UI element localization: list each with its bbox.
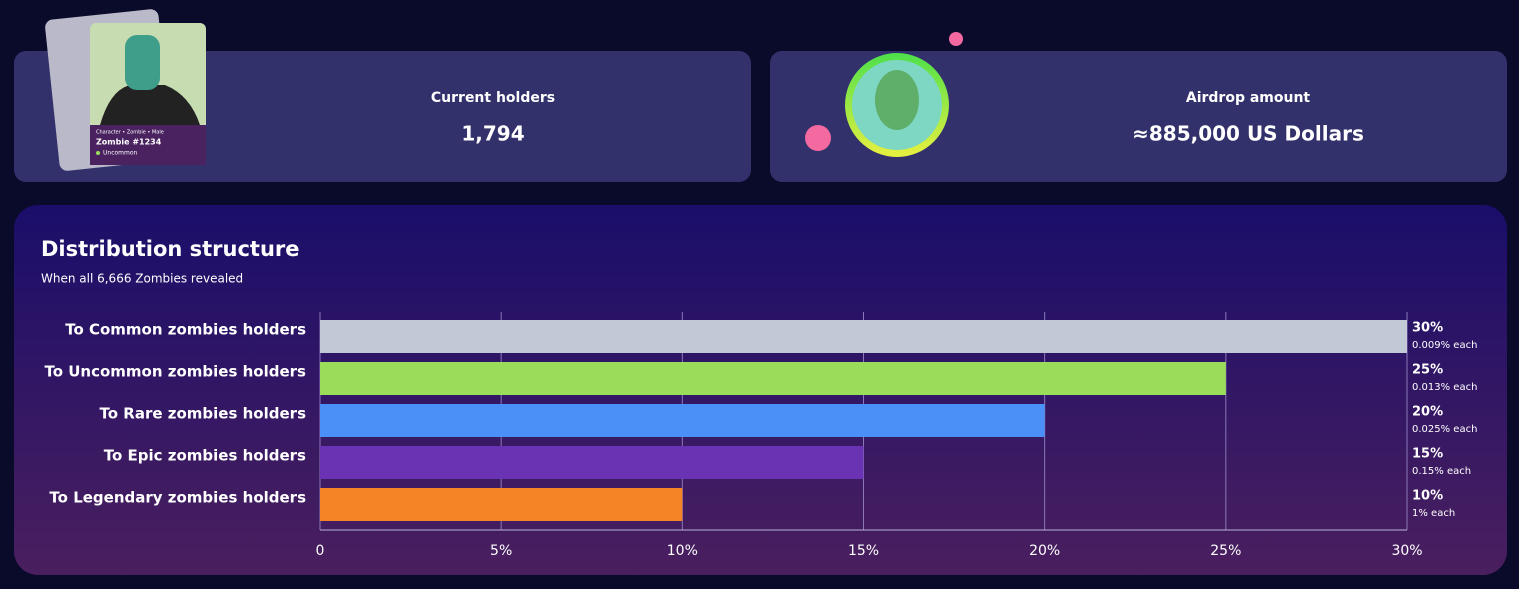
nft-meta: Character • Zombie • Male [96, 130, 164, 136]
balloon [949, 32, 963, 46]
bar [320, 488, 683, 521]
category-label: To Legendary zombies holders [49, 489, 306, 507]
rarity-dot [96, 151, 100, 155]
x-tick-label: 20% [1029, 543, 1060, 559]
nft-name: Zombie #1234 [96, 138, 162, 147]
balloon [805, 125, 831, 151]
x-tick-label: 15% [848, 543, 879, 559]
value-label: 10% [1412, 489, 1443, 504]
category-label: To Uncommon zombies holders [44, 363, 306, 381]
chart-subtitle: When all 6,666 Zombies revealed [41, 272, 243, 286]
nft-rarity: Uncommon [103, 150, 138, 157]
nft-cards: Character • Zombie • Male Zombie #1234 U… [45, 9, 206, 171]
nft-art [125, 35, 160, 90]
bar [320, 404, 1045, 437]
bar [320, 362, 1226, 395]
sub-label: 0.025% each [1412, 424, 1477, 435]
nft-art [100, 85, 200, 125]
value-label: 20% [1412, 405, 1443, 420]
bar [320, 446, 864, 479]
sub-label: 0.013% each [1412, 382, 1477, 393]
category-label: To Common zombies holders [65, 321, 306, 339]
x-tick-label: 5% [490, 543, 512, 559]
category-label: To Rare zombies holders [100, 405, 307, 423]
card-value: 1,794 [461, 122, 524, 146]
airdrop-card [770, 51, 1507, 182]
card-label: Current holders [431, 90, 555, 106]
category-label: To Epic zombies holders [104, 447, 306, 465]
x-tick-label: 25% [1210, 543, 1241, 559]
x-tick-label: 0 [316, 543, 325, 559]
sub-label: 0.15% each [1412, 466, 1471, 477]
value-label: 25% [1412, 363, 1443, 378]
value-label: 15% [1412, 447, 1443, 462]
card-label: Airdrop amount [1186, 90, 1311, 106]
x-tick-label: 10% [667, 543, 698, 559]
nft-footer [90, 125, 206, 165]
x-tick-label: 30% [1391, 543, 1422, 559]
sub-label: 1% each [1412, 508, 1455, 519]
bar [320, 320, 1407, 353]
value-label: 30% [1412, 321, 1443, 336]
avatar-art [875, 70, 919, 130]
card-value: ≈885,000 US Dollars [1132, 122, 1364, 146]
chart-title: Distribution structure [41, 237, 300, 261]
sub-label: 0.009% each [1412, 340, 1477, 351]
